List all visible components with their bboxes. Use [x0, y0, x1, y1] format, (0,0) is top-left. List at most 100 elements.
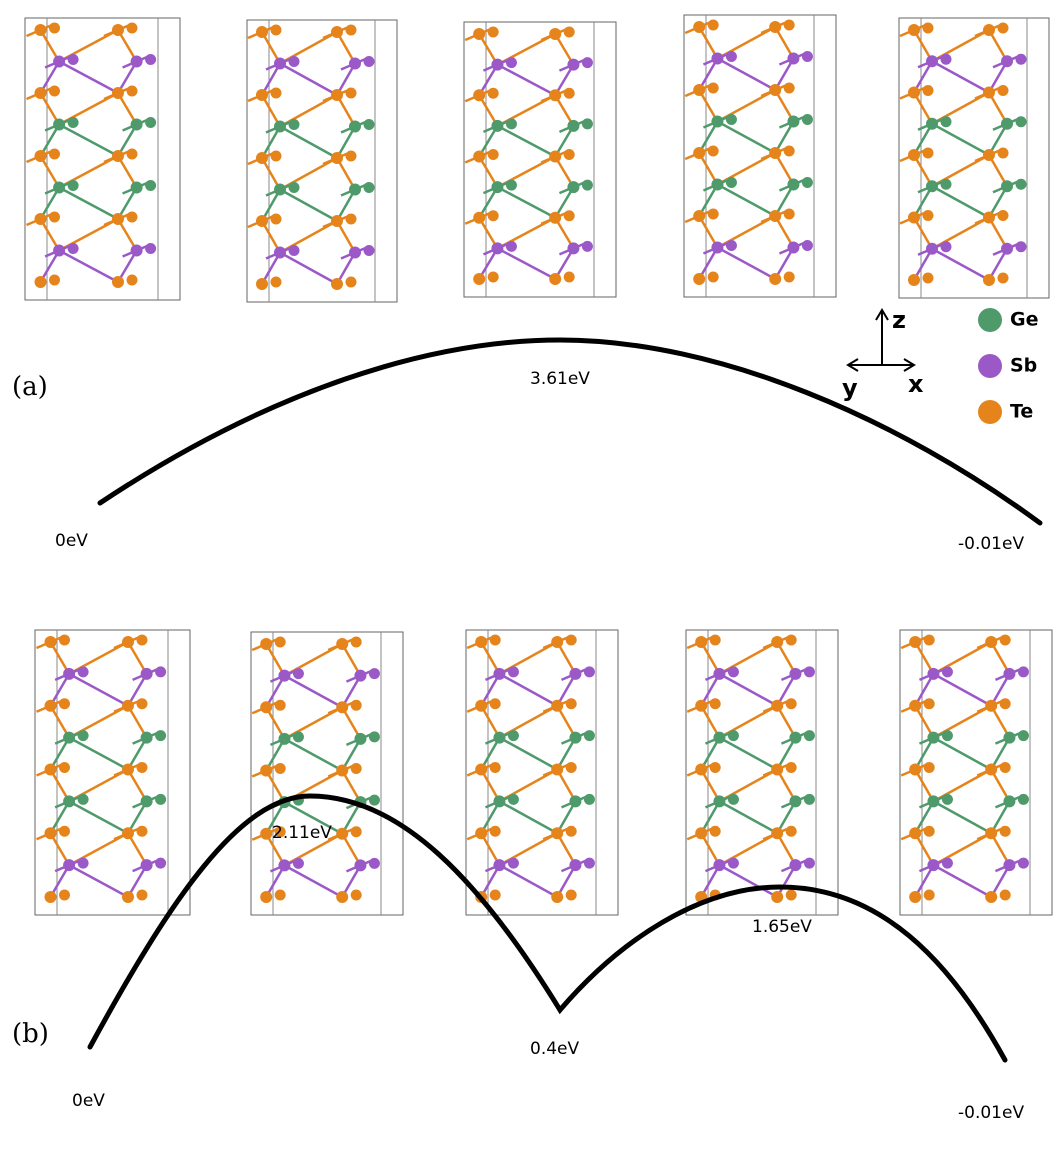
- atom: [804, 666, 815, 677]
- atom: [551, 636, 563, 648]
- atom: [584, 666, 595, 677]
- unit-cell: [464, 22, 616, 297]
- atom: [45, 700, 57, 712]
- atom: [35, 276, 47, 288]
- atom: [346, 88, 357, 99]
- atom: [293, 668, 304, 679]
- atom: [1016, 54, 1027, 65]
- atom: [711, 179, 723, 191]
- atom: [769, 273, 781, 285]
- atom: [771, 636, 783, 648]
- atom: [941, 241, 952, 252]
- atom: [275, 637, 286, 648]
- atom: [564, 272, 575, 283]
- energy-label: 1.65eV: [752, 917, 812, 937]
- atom: [728, 794, 739, 805]
- atom: [1016, 241, 1027, 252]
- atom: [256, 278, 268, 290]
- atom: [78, 794, 89, 805]
- bond: [497, 248, 555, 279]
- atom: [983, 87, 995, 99]
- energy-label: 0.4eV: [530, 1039, 579, 1059]
- atom: [137, 762, 148, 773]
- atom: [927, 668, 939, 680]
- atom: [1000, 826, 1011, 837]
- atom: [985, 827, 997, 839]
- atom: [726, 114, 737, 125]
- atom: [45, 891, 57, 903]
- atom: [582, 180, 593, 191]
- atom: [336, 765, 348, 777]
- atom: [490, 890, 501, 901]
- bond: [717, 248, 775, 280]
- atom: [112, 87, 124, 99]
- atom: [942, 858, 953, 869]
- atom: [351, 890, 362, 901]
- atom: [726, 240, 737, 251]
- atom: [278, 733, 290, 745]
- atom: [695, 636, 707, 648]
- atom: [708, 83, 719, 94]
- atom: [493, 732, 505, 744]
- atom: [728, 730, 739, 741]
- atom: [131, 182, 143, 194]
- atom: [909, 891, 921, 903]
- atom: [784, 209, 795, 220]
- atom: [708, 146, 719, 157]
- atom: [122, 891, 134, 903]
- unit-cell: [900, 630, 1052, 915]
- atom: [63, 732, 75, 744]
- atom: [942, 666, 953, 677]
- atom: [569, 668, 581, 680]
- bond: [933, 801, 991, 833]
- atom: [549, 212, 561, 224]
- atom: [145, 180, 156, 191]
- atom: [549, 273, 561, 285]
- atom: [127, 86, 138, 97]
- atom: [942, 730, 953, 741]
- atom: [909, 827, 921, 839]
- atom: [473, 28, 485, 40]
- atom: [141, 732, 153, 744]
- atom: [564, 27, 575, 38]
- atom: [53, 245, 65, 257]
- energy-label: 0eV: [55, 531, 88, 551]
- atom: [293, 731, 304, 742]
- atom: [693, 84, 705, 96]
- atom: [346, 151, 357, 162]
- atom: [983, 149, 995, 161]
- atom: [137, 635, 148, 646]
- atom: [68, 117, 79, 128]
- atom: [711, 116, 723, 128]
- atom: [551, 764, 563, 776]
- unit-cell: [25, 18, 180, 300]
- atom: [769, 84, 781, 96]
- atom: [112, 150, 124, 162]
- atom: [923, 23, 934, 34]
- atom: [63, 859, 75, 871]
- atom: [564, 210, 575, 221]
- atom: [1018, 730, 1029, 741]
- axis-label: x: [908, 370, 924, 398]
- bond: [69, 738, 128, 770]
- atom: [260, 891, 272, 903]
- atom: [582, 118, 593, 129]
- atom: [998, 148, 1009, 159]
- atom: [336, 701, 348, 713]
- atom: [293, 858, 304, 869]
- axis-label: z: [892, 306, 906, 334]
- atom: [927, 795, 939, 807]
- atom: [112, 213, 124, 225]
- atom: [549, 151, 561, 163]
- atom: [508, 858, 519, 869]
- legend-label: Sb: [1010, 355, 1037, 377]
- atom: [908, 149, 920, 161]
- atom: [506, 180, 517, 191]
- atom: [1001, 55, 1013, 67]
- atom: [998, 210, 1009, 221]
- atom: [68, 180, 79, 191]
- atom: [493, 668, 505, 680]
- atom: [789, 668, 801, 680]
- atom: [351, 826, 362, 837]
- atom: [63, 668, 75, 680]
